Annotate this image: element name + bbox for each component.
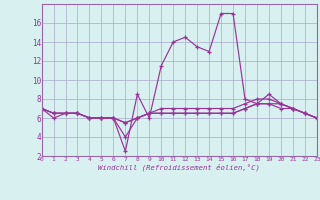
X-axis label: Windchill (Refroidissement éolien,°C): Windchill (Refroidissement éolien,°C) xyxy=(98,163,260,171)
